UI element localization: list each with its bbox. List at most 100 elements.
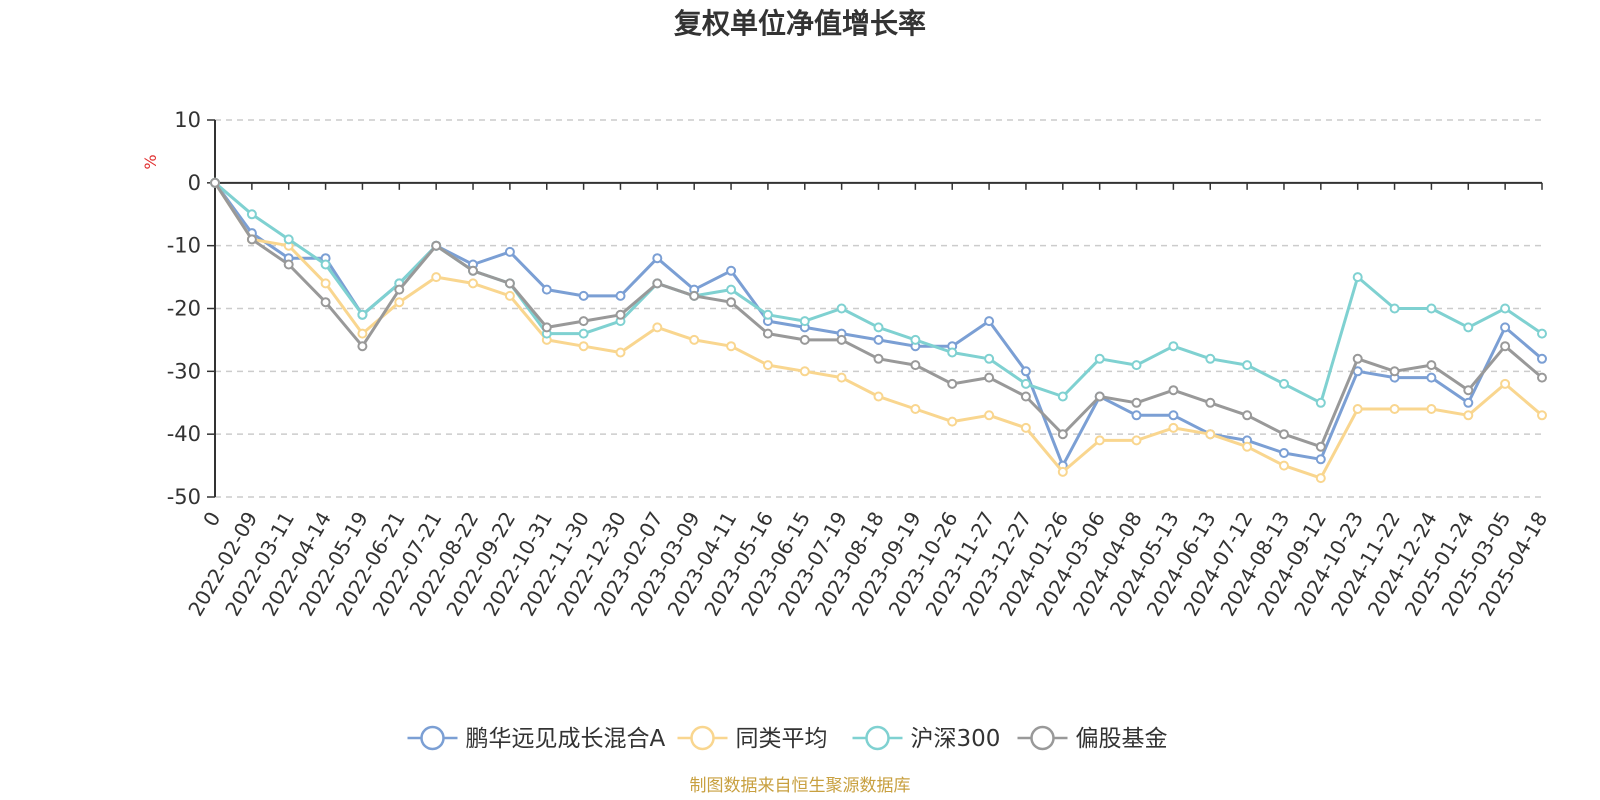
data-point — [320, 259, 331, 270]
data-point — [504, 290, 515, 301]
data-point — [947, 416, 958, 427]
data-point — [1131, 360, 1142, 371]
data-point — [1389, 303, 1400, 314]
data-point — [1020, 378, 1031, 389]
data-point — [1168, 385, 1179, 396]
data-point — [836, 334, 847, 345]
legend-marker — [690, 725, 715, 751]
data-point — [468, 265, 478, 276]
y-tick-label: 10 — [174, 108, 201, 132]
y-axis: 10 0 -10 -20 -30 -40 -50 — [167, 108, 216, 509]
data-point — [1537, 372, 1547, 383]
legend-marker — [865, 725, 890, 751]
data-point — [947, 347, 958, 358]
data-point — [578, 341, 589, 352]
legend-item: 偏股基金 — [1017, 725, 1168, 752]
data-point — [357, 328, 368, 339]
data-point — [762, 360, 773, 371]
data-point — [283, 259, 294, 270]
data-point — [799, 366, 810, 377]
data-point — [984, 372, 995, 383]
data-point — [1205, 397, 1216, 408]
data-point — [762, 328, 773, 339]
data-point — [1020, 391, 1031, 402]
data-point — [1537, 328, 1547, 339]
data-point — [1500, 322, 1511, 333]
data-point — [1279, 378, 1289, 389]
x-axis: 02022-02-092022-03-112022-04-142022-05-1… — [183, 181, 1552, 620]
data-point — [1500, 378, 1511, 389]
data-point — [910, 404, 921, 414]
data-point — [1131, 397, 1142, 408]
data-point — [689, 334, 700, 345]
data-point — [726, 297, 737, 308]
data-point — [1205, 353, 1216, 364]
data-point — [726, 284, 737, 295]
legend-label: 偏股基金 — [1076, 726, 1168, 752]
legend-marker — [420, 725, 445, 751]
legend-label: 同类平均 — [736, 726, 828, 752]
legend-item: 鹏华远见成长混合A — [407, 725, 666, 752]
data-point — [836, 372, 847, 383]
y-tick-label: 0 — [188, 171, 201, 195]
y-tick-label: -30 — [167, 359, 201, 383]
data-point — [1279, 460, 1289, 471]
data-point — [1463, 385, 1474, 396]
data-point — [873, 334, 884, 345]
source-note: 制图数据来自恒生聚源数据库 — [690, 776, 911, 796]
data-point — [578, 328, 589, 339]
data-point — [1537, 353, 1547, 364]
data-point — [984, 316, 995, 327]
chart-title: 复权单位净值增长率 — [674, 7, 926, 40]
data-point — [1426, 372, 1437, 383]
data-point — [1131, 435, 1142, 446]
data-point — [652, 278, 663, 289]
data-point — [1205, 429, 1216, 440]
data-point — [357, 341, 368, 352]
data-point — [873, 391, 884, 402]
data-point — [1057, 429, 1068, 440]
grid-lines — [215, 119, 1542, 498]
legend-label: 沪深300 — [911, 726, 1001, 752]
legend-item: 同类平均 — [677, 725, 828, 752]
data-point — [1352, 353, 1363, 364]
data-point — [652, 322, 663, 333]
data-point — [762, 309, 773, 320]
data-point — [1094, 391, 1105, 402]
data-point — [1315, 454, 1326, 465]
data-point — [1426, 404, 1437, 414]
data-point — [1242, 410, 1253, 421]
data-point — [578, 316, 589, 327]
data-point — [320, 297, 331, 308]
data-point — [1315, 441, 1326, 452]
data-point — [431, 272, 442, 283]
x-tick-label: 0 — [198, 508, 225, 531]
data-point — [984, 410, 995, 421]
data-point — [1500, 303, 1511, 314]
data-point — [1463, 322, 1474, 333]
data-point — [947, 378, 958, 389]
y-tick-label: -40 — [167, 422, 201, 446]
data-point — [210, 177, 220, 188]
y-tick-label: -10 — [167, 234, 201, 258]
data-point — [689, 290, 700, 301]
data-point — [1426, 360, 1437, 371]
data-point — [1094, 353, 1105, 364]
legend-label: 鹏华远见成长混合A — [466, 726, 666, 752]
data-point — [1094, 435, 1105, 446]
data-point — [1315, 473, 1326, 484]
data-point — [726, 341, 737, 352]
data-point — [1315, 397, 1326, 408]
data-point — [910, 334, 921, 345]
data-point — [1279, 448, 1289, 458]
data-point — [357, 309, 368, 320]
data-point — [283, 234, 294, 245]
data-point — [504, 246, 515, 257]
data-point — [504, 278, 515, 289]
data-point — [836, 303, 847, 314]
y-axis-unit-label: % — [141, 154, 160, 169]
series-layer — [210, 177, 1547, 484]
legend-item: 沪深300 — [852, 725, 1001, 752]
y-tick-label: -20 — [167, 297, 201, 321]
data-point — [394, 284, 405, 295]
